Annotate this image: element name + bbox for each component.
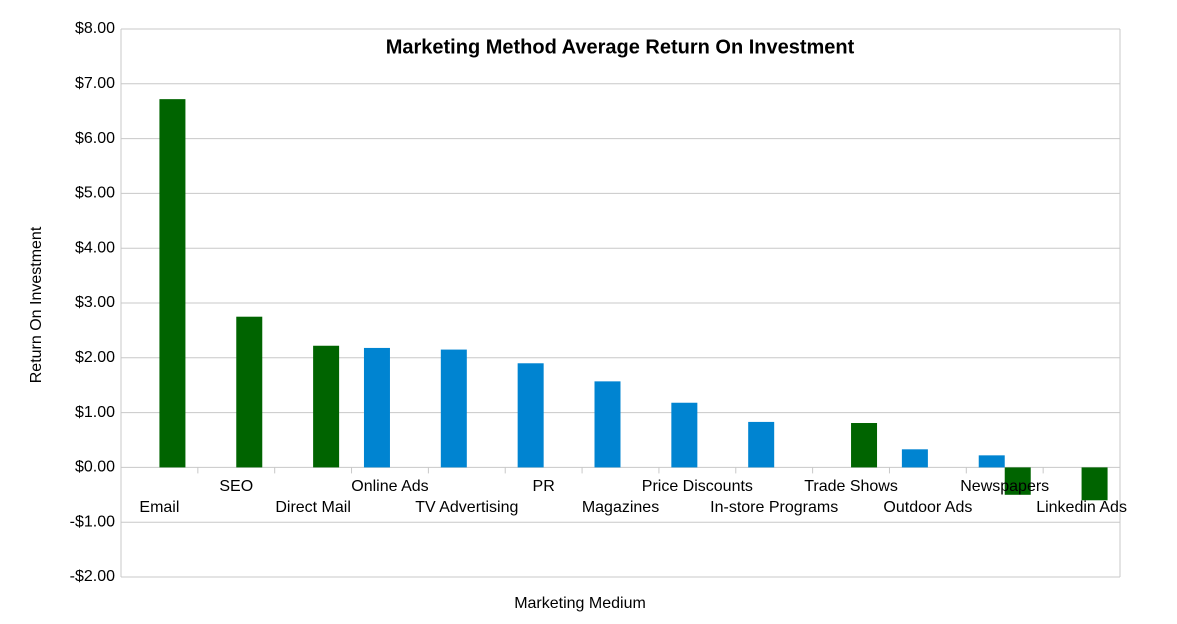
y-tick-label: $6.00 — [75, 130, 115, 147]
bar — [363, 347, 390, 468]
bar — [594, 381, 621, 468]
x-tick-label: Online Ads — [351, 478, 428, 495]
y-tick-label: -$1.00 — [70, 513, 115, 530]
x-tick-label: Trade Shows — [804, 478, 898, 495]
y-tick-label: $0.00 — [75, 459, 115, 476]
x-tick-label: PR — [533, 478, 555, 495]
y-tick-label: $4.00 — [75, 239, 115, 256]
bar — [851, 423, 878, 468]
x-tick-label: Email — [139, 499, 179, 516]
bar — [1081, 467, 1108, 501]
bar — [236, 316, 263, 468]
bar — [159, 99, 186, 468]
y-tick-label: $1.00 — [75, 404, 115, 421]
x-tick-label: Direct Mail — [275, 499, 351, 516]
x-tick-label: Linkedin Ads — [1036, 499, 1127, 516]
y-tick-label: $5.00 — [75, 185, 115, 202]
bar — [1004, 467, 1031, 495]
x-tick-label: In-store Programs — [710, 499, 838, 516]
x-tick-label: Outdoor Ads — [883, 499, 972, 516]
bar — [671, 402, 698, 468]
bar — [313, 345, 340, 468]
bar — [901, 449, 928, 468]
y-tick-label: -$2.00 — [70, 568, 115, 585]
y-axis-label: Return On Investment — [28, 226, 45, 383]
bar — [440, 349, 467, 468]
bar — [748, 421, 775, 468]
x-tick-label: Newspapers — [960, 478, 1049, 495]
x-tick-label: TV Advertising — [415, 499, 518, 516]
x-axis-label: Marketing Medium — [514, 595, 646, 612]
y-tick-label: $8.00 — [75, 20, 115, 37]
y-tick-label: $3.00 — [75, 294, 115, 311]
x-tick-label: SEO — [219, 478, 253, 495]
bar — [517, 363, 544, 468]
bar — [978, 455, 1005, 468]
y-tick-label: $7.00 — [75, 75, 115, 92]
x-tick-label: Price Discounts — [642, 478, 753, 495]
chart-title: Marketing Method Average Return On Inves… — [386, 36, 855, 58]
y-tick-label: $2.00 — [75, 349, 115, 366]
x-tick-label: Magazines — [582, 499, 659, 516]
